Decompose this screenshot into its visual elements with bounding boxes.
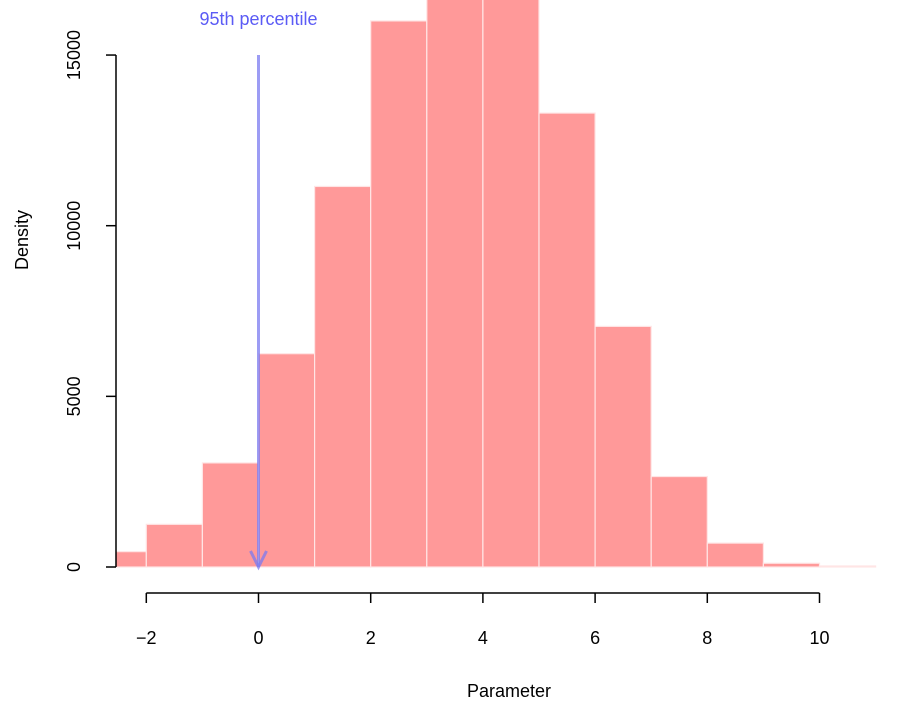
histogram-bar [538, 112, 596, 568]
histogram-bar [482, 0, 540, 568]
x-tick-label: 4 [478, 628, 488, 648]
percentile-annotation: 95th percentile [199, 9, 318, 571]
y-axis-label: Density [12, 210, 32, 270]
histogram-bar [116, 551, 147, 568]
x-tick-label: −2 [136, 628, 157, 648]
histogram-bars [116, 0, 877, 568]
y-tick-label: 5000 [64, 376, 84, 416]
histogram-bar [706, 542, 764, 568]
percentile-arrow-head [249, 550, 268, 571]
histogram-bar [257, 353, 316, 568]
x-axis-label: Parameter [467, 681, 551, 701]
histogram-bar [762, 562, 821, 568]
x-tick-label: 0 [253, 628, 263, 648]
histogram-bar [818, 565, 877, 568]
x-tick-label: 10 [809, 628, 829, 648]
histogram-bar [370, 20, 428, 568]
percentile-label: 95th percentile [199, 9, 317, 29]
y-axis: 0 5000 10000 15000 [64, 30, 117, 572]
histogram-bar [314, 185, 372, 568]
histogram-bar [201, 462, 260, 568]
histogram-bar [426, 0, 484, 568]
y-tick-label: 15000 [64, 30, 84, 80]
histogram-bar [594, 325, 652, 568]
histogram-bar [145, 523, 204, 568]
y-tick-label: 10000 [64, 201, 84, 251]
x-tick-label: 2 [366, 628, 376, 648]
y-tick-label: 0 [64, 562, 84, 572]
histogram-bar [650, 475, 708, 568]
x-axis: −2 0 2 4 6 8 10 [136, 592, 830, 648]
x-tick-label: 8 [702, 628, 712, 648]
x-tick-label: 6 [590, 628, 600, 648]
